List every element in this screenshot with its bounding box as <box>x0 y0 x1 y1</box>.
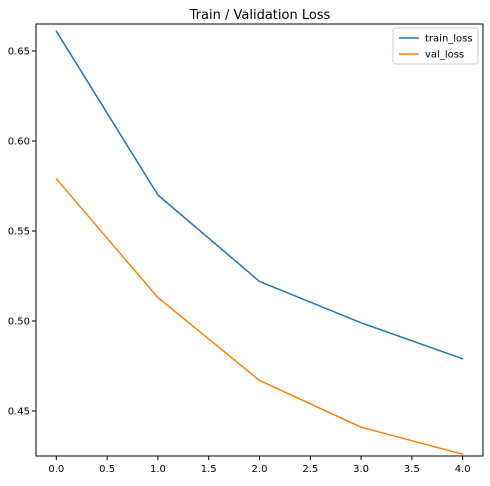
axis-ticks: 0.0 0.5 1.0 1.5 2.0 2.5 3.0 3.5 4.0 0.45 0.50 0.55 0… <box>8 47 471 476</box>
plot-frame <box>35 23 484 457</box>
x-tick-label: 2.0 <box>252 464 268 475</box>
y-tick-label: 0.60 <box>8 137 30 148</box>
series-line-val_loss <box>55 178 464 455</box>
x-tick-label: 4.0 <box>455 464 471 475</box>
legend-label: val_loss <box>425 50 464 61</box>
x-tick-label: 0.5 <box>99 464 115 475</box>
y-tick-label: 0.55 <box>8 227 30 238</box>
x-tick-label: 0.0 <box>48 464 64 475</box>
y-tick-label: 0.45 <box>8 407 30 418</box>
chart-title: Train / Validation Loss <box>189 8 331 23</box>
x-tick-label: 3.0 <box>353 464 369 475</box>
legend: train_loss val_loss <box>392 27 479 65</box>
series-line-train_loss <box>55 30 464 360</box>
legend-box <box>392 27 479 65</box>
x-tick-label: 3.5 <box>404 464 420 475</box>
x-tick-label: 1.0 <box>150 464 166 475</box>
series-lines <box>55 30 464 455</box>
x-tick-label: 1.5 <box>201 464 217 475</box>
legend-label: train_loss <box>425 34 473 45</box>
y-tick-label: 0.50 <box>8 317 30 328</box>
x-tick-label: 2.5 <box>302 464 318 475</box>
y-tick-label: 0.65 <box>8 47 30 58</box>
